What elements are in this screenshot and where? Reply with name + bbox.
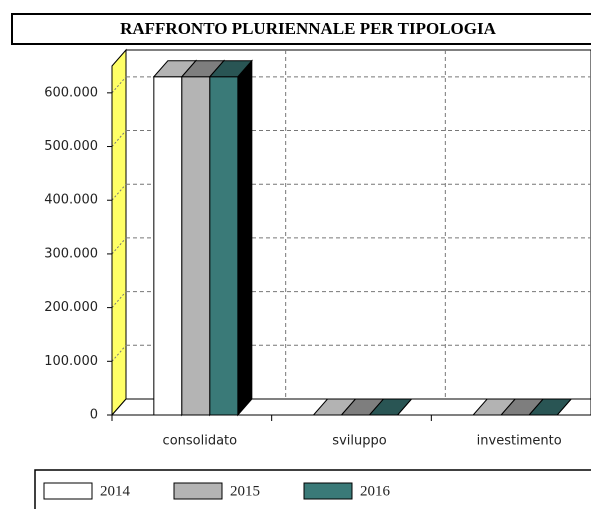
y-tick-label: 0 [90,408,98,423]
bar-front [209,76,239,416]
x-tick-label: investimento [477,434,562,449]
y-tick-label: 400.000 [44,193,98,208]
title-box [11,13,591,45]
bar-top [528,398,573,416]
bar-front [181,76,211,416]
grid-line [111,130,127,147]
x-tick-label: consolidato [163,434,238,449]
y-tick-label: 600.000 [44,85,98,100]
bar [208,59,253,417]
grid-line [111,237,127,255]
legend-label: 2016 [360,483,391,499]
chart-title: RAFFRONTO PLURIENNALE PER TIPOLOGIA [120,19,496,38]
side-wall [111,48,127,417]
bar-top [208,60,253,78]
bar-side [237,59,253,417]
legend-swatch [173,482,223,500]
legend-swatch [43,482,93,500]
y-tick-label: 100.000 [44,354,98,369]
grid-line [111,291,127,308]
legend-label: 2015 [230,483,260,499]
bar [528,398,573,416]
x-tick-label: sviluppo [332,434,386,449]
legend-swatch [303,482,353,500]
y-tick-label: 500.000 [44,139,98,154]
grid-line [111,344,127,362]
bar-top [368,398,413,416]
y-tick-label: 300.000 [44,246,98,261]
grid-line [111,183,127,201]
bar-front [153,76,183,416]
bar [368,398,413,416]
legend-label: 2014 [100,483,131,499]
y-tick-label: 200.000 [44,300,98,315]
grid-line [111,76,127,94]
